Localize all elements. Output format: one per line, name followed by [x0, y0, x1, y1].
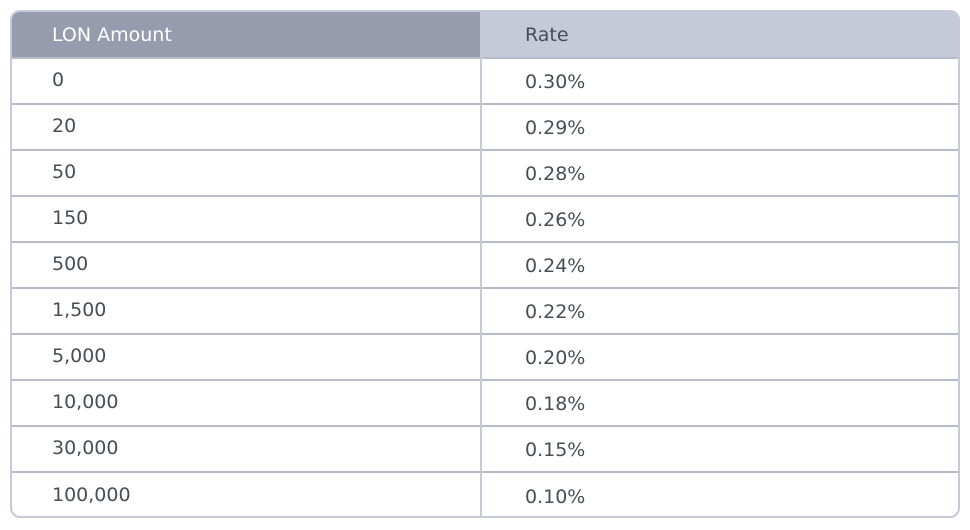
amount-cell: 1,500	[12, 287, 482, 334]
amount-cell: 500	[12, 241, 482, 288]
amount-cell: 50	[12, 149, 482, 196]
column-header-rate: Rate	[481, 12, 958, 58]
amount-cell: 30,000	[12, 425, 482, 472]
amount-cell: 150	[12, 195, 482, 242]
table-row: 30,000 0.15%	[12, 425, 958, 472]
fee-rate-table-container: LON Amount Rate 0 0.30% 20 0.29% 50 0.28…	[10, 10, 960, 518]
rate-cell: 0.20%	[481, 333, 958, 380]
amount-cell: 10,000	[12, 379, 482, 426]
table-row: 50 0.28%	[12, 149, 958, 196]
table-row: 5,000 0.20%	[12, 333, 958, 380]
table-row: 1,500 0.22%	[12, 287, 958, 334]
table-body: 0 0.30% 20 0.29% 50 0.28% 150 0.26% 500 …	[12, 57, 958, 516]
rate-cell: 0.26%	[481, 195, 958, 242]
rate-cell: 0.22%	[481, 287, 958, 334]
rate-cell: 0.29%	[481, 103, 958, 150]
table-row: 0 0.30%	[12, 57, 958, 104]
rate-cell: 0.24%	[481, 241, 958, 288]
amount-cell: 0	[12, 57, 482, 104]
rate-cell: 0.28%	[481, 149, 958, 196]
table-row: 100,000 0.10%	[12, 471, 958, 516]
table-row: 20 0.29%	[12, 103, 958, 150]
column-header-lon-amount: LON Amount	[12, 12, 482, 58]
amount-cell: 100,000	[12, 471, 482, 516]
rate-cell: 0.30%	[481, 57, 958, 104]
table-row: 150 0.26%	[12, 195, 958, 242]
amount-cell: 5,000	[12, 333, 482, 380]
fee-rate-table: LON Amount Rate 0 0.30% 20 0.29% 50 0.28…	[12, 12, 958, 516]
amount-cell: 20	[12, 103, 482, 150]
rate-cell: 0.15%	[481, 425, 958, 472]
rate-cell: 0.18%	[481, 379, 958, 426]
header-row: LON Amount Rate	[12, 12, 958, 58]
table-header: LON Amount Rate	[12, 12, 958, 58]
rate-cell: 0.10%	[481, 471, 958, 516]
table-row: 500 0.24%	[12, 241, 958, 288]
table-row: 10,000 0.18%	[12, 379, 958, 426]
